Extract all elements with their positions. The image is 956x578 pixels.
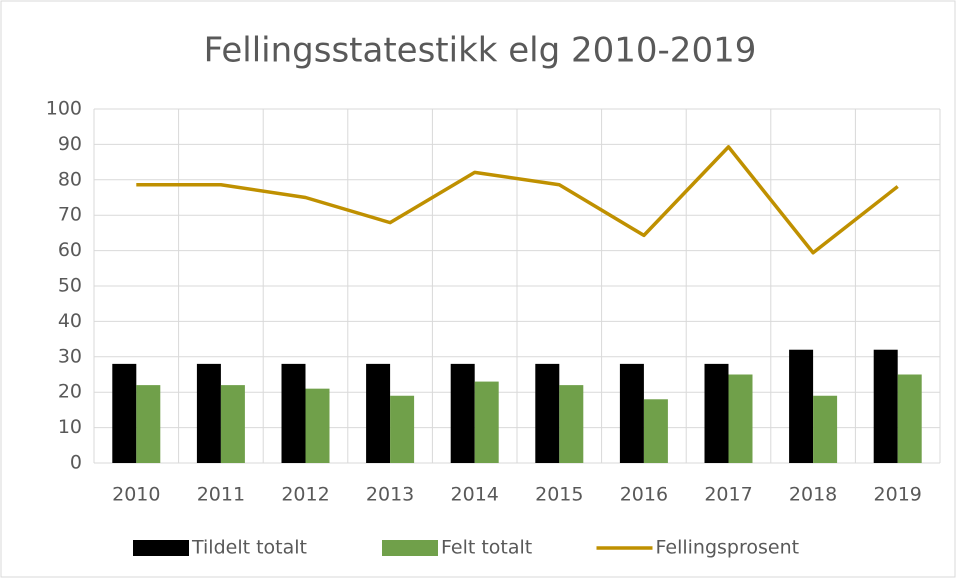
bar — [897, 374, 922, 463]
y-tick-label: 10 — [58, 416, 82, 438]
x-tick-label: 2010 — [112, 484, 160, 506]
bar — [136, 385, 161, 463]
y-tick-label: 90 — [58, 133, 82, 155]
bar — [535, 363, 560, 463]
bar — [196, 363, 221, 463]
bar — [112, 363, 137, 463]
legend-swatch — [382, 540, 438, 556]
x-tick-label: 2016 — [620, 484, 668, 506]
x-tick-label: 2012 — [281, 484, 329, 506]
bar — [704, 363, 729, 463]
x-tick-label: 2015 — [535, 484, 583, 506]
bar — [390, 395, 415, 463]
y-tick-label: 0 — [70, 452, 82, 474]
y-tick-label: 80 — [58, 168, 82, 190]
bar — [450, 363, 475, 463]
bar — [813, 395, 838, 463]
chart-title: Fellingsstatestikk elg 2010-2019 — [204, 31, 757, 71]
bar — [220, 385, 245, 463]
bar — [474, 381, 499, 463]
x-tick-label: 2013 — [366, 484, 414, 506]
bar — [366, 363, 391, 463]
bar — [643, 399, 668, 463]
legend-swatch — [133, 540, 189, 556]
bar — [305, 388, 330, 463]
y-tick-label: 30 — [58, 345, 82, 367]
x-tick-label: 2011 — [197, 484, 245, 506]
x-tick-label: 2018 — [789, 484, 837, 506]
bar — [281, 363, 306, 463]
y-tick-label: 50 — [58, 275, 82, 297]
bar — [559, 385, 584, 463]
y-tick-label: 70 — [58, 204, 82, 226]
legend-label: Fellingsprosent — [656, 537, 800, 559]
bar — [789, 349, 814, 463]
legend-label: Tildelt totalt — [191, 537, 307, 559]
y-tick-label: 100 — [46, 98, 82, 120]
x-tick-label: 2014 — [451, 484, 499, 506]
bar — [619, 363, 644, 463]
y-tick-label: 20 — [58, 381, 82, 403]
bar — [728, 374, 753, 463]
bar — [873, 349, 898, 463]
legend-label: Felt totalt — [441, 537, 532, 559]
x-tick-label: 2019 — [874, 484, 922, 506]
y-tick-label: 40 — [58, 310, 82, 332]
y-tick-label: 60 — [58, 239, 82, 261]
line — [136, 145, 899, 255]
x-tick-label: 2017 — [704, 484, 752, 506]
